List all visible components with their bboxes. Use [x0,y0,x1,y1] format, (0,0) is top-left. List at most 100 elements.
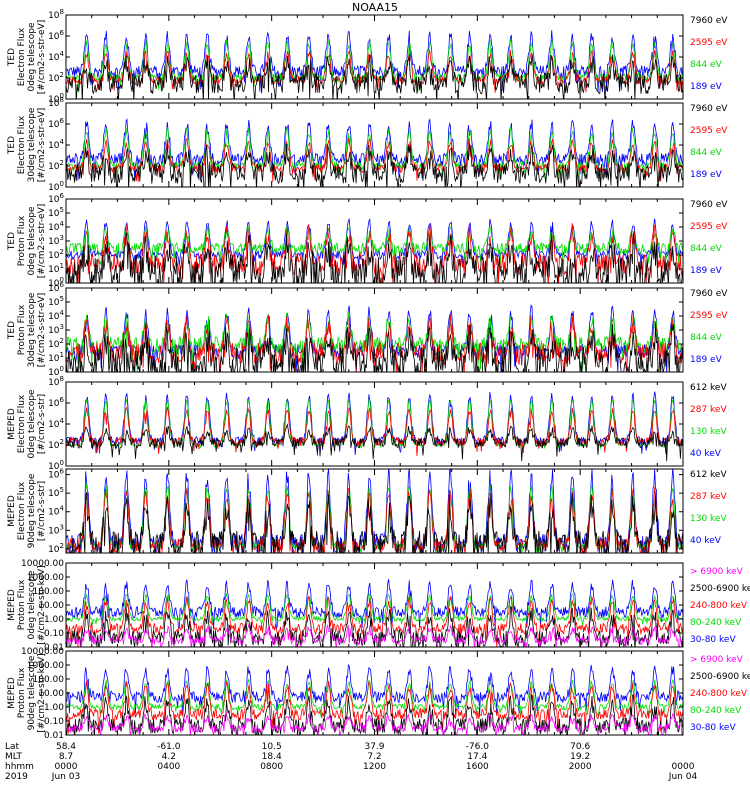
y-tick-label: 100.00 [33,675,65,685]
legend-entry: 189 eV [690,82,723,92]
panel-1-series-1 [66,53,683,99]
legend-entry: 2595 eV [690,38,728,48]
x-tick-label-hhmm: 0000 [55,762,78,772]
y-tick-label: 105 [48,295,64,308]
y-tick-label: 106 [48,396,64,409]
y-tick-label: 1000.00 [27,661,64,671]
y-tick-label: 101 [48,351,64,364]
x-tick-label-mlt: 18.4 [262,752,282,762]
legend-entry: 7960 eV [690,289,728,299]
panel-8: 0.01 0.10 1.00 10.00 100.00 1000.00 10000.00ME… [7,647,750,741]
legend-entry: > 6900 keV [690,655,744,665]
panel-3-series-4 [66,217,683,270]
y-axis-label: TEDElectron Flux30deg telescope[#/cm2-s-… [7,107,47,182]
panel-7: 0.01 0.10 1.00 10.00 100.00 1000.00 10000.00ME… [7,559,750,653]
x-tick-label-mlt: 7.2 [367,752,381,762]
y-tick-label: 0.10 [44,717,64,727]
y-axis-label: MEPEDProton Flux90deg telescope[#/cm2-s-… [7,653,47,732]
y-axis-label: TEDProton Flux30deg telescope[#/cm2-s-st… [7,292,47,367]
y-tick-label: 10000.00 [21,647,64,657]
x-tick-label-mlt: 17.4 [467,752,487,762]
y-tick-label: 103 [48,523,64,536]
y-tick-label: 10000.00 [21,559,64,569]
x-tick-label-mlt: 4.2 [162,752,176,762]
y-tick-label: 104 [48,309,64,322]
y-tick-label: 102 [48,337,64,350]
legend-entry: 40 keV [690,449,722,459]
legend-entry: 189 eV [690,355,723,365]
legend-entry: 612 keV [690,383,727,393]
x-row-label: 2019 [5,772,28,782]
legend-entry: > 6900 keV [690,567,744,577]
x-tick-label-hhmm: 1200 [363,762,386,772]
y-tick-label: 102 [48,159,64,172]
y-tick-label: 104 [48,417,64,430]
legend-entry: 130 keV [690,514,727,524]
y-tick-label: 106 [48,29,64,42]
y-tick-label: 103 [48,234,64,247]
y-tick-label: 102 [48,248,64,261]
y-tick-label: 102 [48,542,64,555]
x-tick-label-mlt: 8.7 [59,752,73,762]
panel-8-series-5 [66,663,683,717]
legend-entry: 287 keV [690,405,727,415]
y-axis-label: TEDElectron Flux0deg telescope[#/cm2-s-s… [7,20,47,95]
x-tick-label-lat: -76.0 [466,742,490,752]
x-tick-label-hhmm: 0800 [260,762,283,772]
legend-entry: 844 eV [690,333,723,343]
legend-entry: 80-240 keV [690,618,742,628]
legend-entry: 30-80 keV [690,635,736,645]
panel-4-series-2 [66,313,683,372]
x-tick-label-lat: 58.4 [56,742,76,752]
legend-entry: 30-80 keV [690,723,736,733]
panel-8-series-3 [66,680,683,734]
y-tick-label: 1.00 [44,615,64,625]
y-axis-label: MEPEDProton Flux0deg telescope[#/cm2-s-s… [7,565,47,644]
y-tick-label: 104 [48,138,64,151]
y-tick-label: 106 [48,117,64,130]
y-axis-label: TEDProton Flux0deg telescope[#/cm2-s-str… [7,204,47,279]
x-tick-label-date: Jun 03 [51,772,80,782]
legend-entry: 2595 eV [690,222,728,232]
y-tick-label: 102 [48,438,64,451]
panel-4-series-3 [66,312,683,372]
x-tick-label-date: Jun 04 [668,772,698,782]
legend-entry: 844 eV [690,60,723,70]
legend-entry: 844 eV [690,244,723,254]
x-tick-label-lat: 70.6 [570,742,590,752]
panel-5-series-1 [66,423,683,462]
x-tick-label-lat: -61.0 [157,742,181,752]
x-tick-label-hhmm: 0000 [672,762,695,772]
y-tick-label: 105 [48,206,64,219]
panel-3-series-3 [66,225,683,268]
legend-entry: 2595 eV [690,126,728,136]
legend-entry: 2500-6900 keV [690,672,750,682]
x-tick-label-lat: 10.5 [262,742,282,752]
x-row-label: MLT [5,752,23,762]
y-tick-label: 104 [48,505,64,518]
y-tick-label: 104 [48,220,64,233]
y-tick-label: 0.10 [44,629,64,639]
y-tick-label: 106 [48,192,64,205]
legend-entry: 7960 eV [690,16,728,26]
y-tick-label: 100.00 [33,587,65,597]
y-tick-label: 105 [48,486,64,499]
legend-entry: 189 eV [690,170,723,180]
panel-8-series-4 [66,678,683,717]
legend-entry: 612 keV [690,470,727,480]
y-tick-label: 101 [48,262,64,275]
y-axis-label: MEPEDElectron Flux90deg telescope[#/cm2-… [7,473,47,548]
legend-entry: 130 keV [690,427,727,437]
panel-7-series-4 [66,592,683,627]
y-tick-label: 102 [48,71,64,84]
y-tick-label: 1.00 [44,703,64,713]
panel-7-series-3 [66,595,683,647]
x-tick-label-hhmm: 1600 [466,762,489,772]
